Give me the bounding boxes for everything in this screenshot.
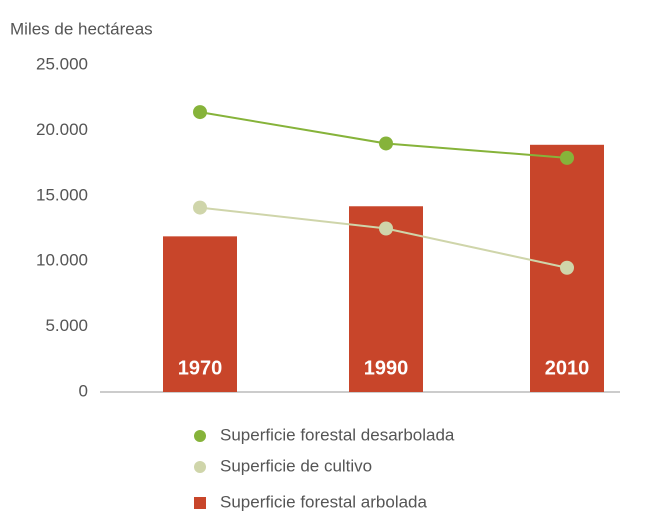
legend-swatch <box>194 430 206 442</box>
legend-label: Superficie de cultivo <box>220 456 372 475</box>
point <box>560 150 574 165</box>
y-tick-label: 15.000 <box>36 185 88 204</box>
x-tick-label: 2010 <box>545 357 590 379</box>
bar <box>163 236 237 392</box>
legend-label: Superficie forestal desarbolada <box>220 425 455 444</box>
y-tick-label: 10.000 <box>36 251 88 270</box>
point <box>379 136 393 151</box>
y-tick-label: 20.000 <box>36 120 88 139</box>
line <box>199 111 568 159</box>
x-tick-label: 1970 <box>178 357 223 379</box>
legend-swatch <box>194 497 206 509</box>
x-tick-label: 1990 <box>364 357 409 379</box>
legend-label: Superficie forestal arbolada <box>220 492 428 511</box>
y-tick-label: 5.000 <box>45 316 88 335</box>
legend-swatch <box>194 461 206 473</box>
bar <box>349 206 423 392</box>
point <box>193 200 207 215</box>
y-axis-label: Miles de hectáreas <box>10 19 153 38</box>
y-tick-label: 0 <box>79 381 88 400</box>
point <box>193 105 207 120</box>
point <box>379 221 393 236</box>
point <box>560 260 574 275</box>
y-tick-label: 25.000 <box>36 54 88 73</box>
